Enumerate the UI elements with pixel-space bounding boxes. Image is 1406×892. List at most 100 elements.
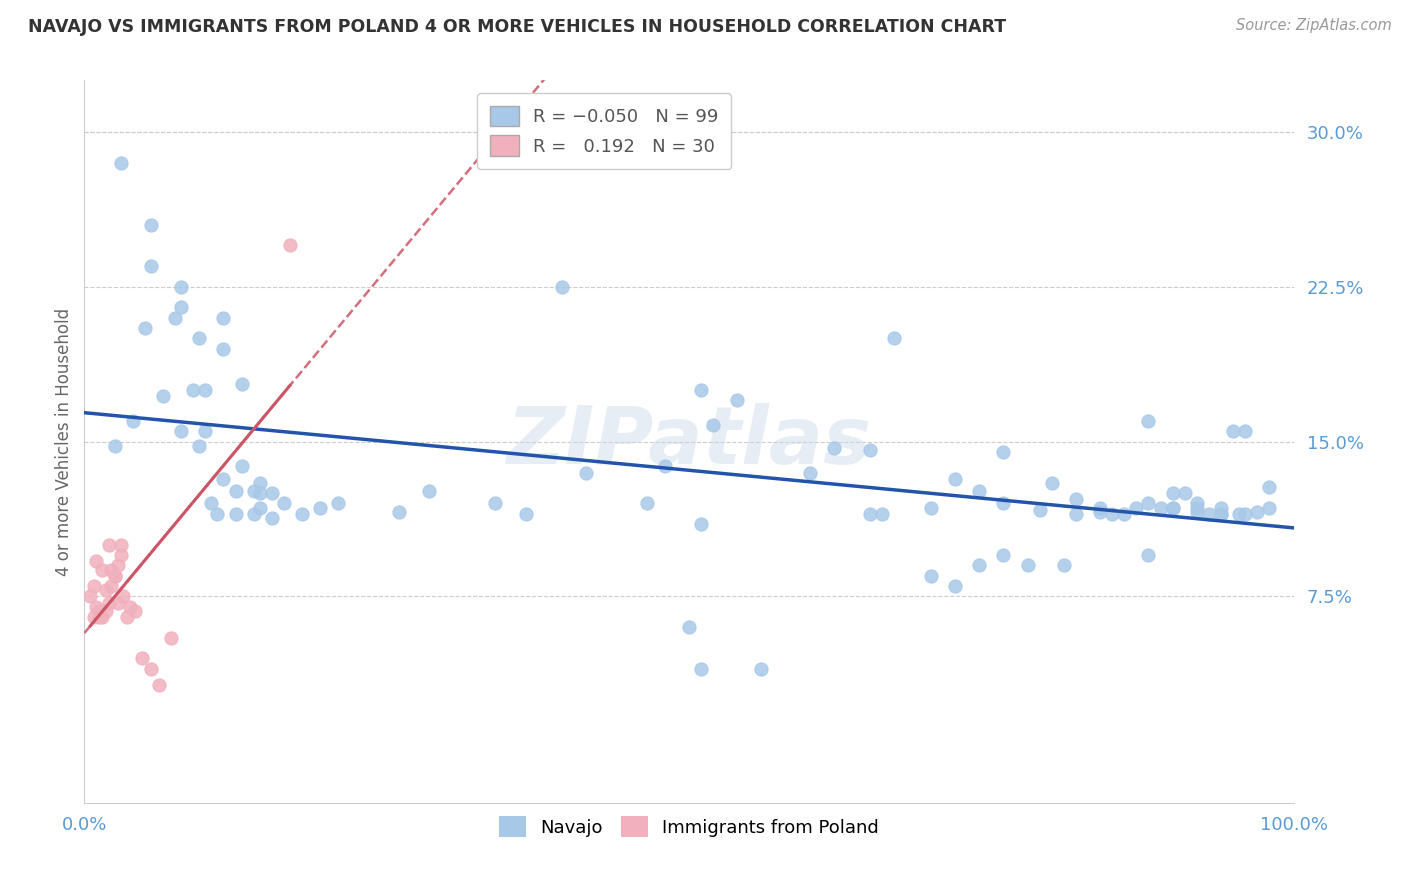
Point <box>79 590 101 604</box>
Point <box>1149 500 1171 515</box>
Point <box>120 599 142 614</box>
Point <box>104 439 127 453</box>
Point <box>194 383 217 397</box>
Point <box>249 500 271 515</box>
Point <box>690 662 713 676</box>
Point <box>1246 505 1268 519</box>
Point <box>231 459 253 474</box>
Point <box>1209 507 1232 521</box>
Point <box>231 376 253 391</box>
Point <box>920 500 942 515</box>
Point <box>418 484 440 499</box>
Point <box>859 442 882 457</box>
Point <box>104 568 127 582</box>
Point <box>1137 414 1160 428</box>
Point <box>678 620 700 634</box>
Point <box>165 310 187 325</box>
Point <box>883 331 905 345</box>
Point <box>139 259 162 273</box>
Point <box>278 238 301 252</box>
Point <box>242 507 264 521</box>
Point <box>91 562 114 576</box>
Point <box>225 484 247 499</box>
Point <box>943 472 966 486</box>
Point <box>249 486 271 500</box>
Point <box>194 424 217 438</box>
Point <box>993 496 1015 510</box>
Point <box>702 417 724 432</box>
Point <box>83 579 105 593</box>
Point <box>291 507 314 521</box>
Legend: Navajo, Immigrants from Poland: Navajo, Immigrants from Poland <box>492 809 886 845</box>
Point <box>152 389 174 403</box>
Point <box>87 604 110 618</box>
Point <box>328 496 350 510</box>
Point <box>86 554 108 568</box>
Point <box>139 662 162 676</box>
Point <box>131 651 153 665</box>
Point <box>1174 486 1197 500</box>
Point <box>110 548 132 562</box>
Point <box>967 484 990 499</box>
Point <box>242 484 264 499</box>
Point <box>170 279 193 293</box>
Point <box>1017 558 1039 573</box>
Point <box>107 558 129 573</box>
Point <box>1258 500 1281 515</box>
Point <box>112 590 135 604</box>
Point <box>654 459 676 474</box>
Point <box>725 393 748 408</box>
Point <box>872 507 894 521</box>
Point <box>575 466 598 480</box>
Text: NAVAJO VS IMMIGRANTS FROM POLAND 4 OR MORE VEHICLES IN HOUSEHOLD CORRELATION CHA: NAVAJO VS IMMIGRANTS FROM POLAND 4 OR MO… <box>28 18 1007 36</box>
Point <box>100 579 122 593</box>
Point <box>97 596 120 610</box>
Point <box>1064 492 1087 507</box>
Text: Source: ZipAtlas.com: Source: ZipAtlas.com <box>1236 18 1392 33</box>
Point <box>993 445 1015 459</box>
Point <box>1101 507 1123 521</box>
Point <box>920 568 942 582</box>
Point <box>139 218 162 232</box>
Point <box>104 568 127 582</box>
Point <box>94 604 117 618</box>
Point <box>1137 548 1160 562</box>
Point <box>188 439 211 453</box>
Point <box>83 610 105 624</box>
Point <box>1209 507 1232 521</box>
Point <box>110 156 132 170</box>
Point <box>1227 507 1250 521</box>
Point <box>823 441 845 455</box>
Point <box>1114 507 1136 521</box>
Point <box>484 496 506 510</box>
Point <box>121 414 143 428</box>
Point <box>309 500 332 515</box>
Point <box>1222 424 1244 438</box>
Point <box>188 331 211 345</box>
Point <box>100 562 122 576</box>
Point <box>1125 500 1147 515</box>
Text: ZIPatlas: ZIPatlas <box>506 402 872 481</box>
Point <box>1040 475 1063 490</box>
Point <box>1258 480 1281 494</box>
Point <box>751 662 773 676</box>
Point <box>212 342 235 356</box>
Point <box>170 301 193 315</box>
Point <box>1053 558 1076 573</box>
Point <box>1137 496 1160 510</box>
Point <box>1209 500 1232 515</box>
Point <box>967 558 990 573</box>
Point <box>1234 507 1257 521</box>
Point <box>690 383 713 397</box>
Point <box>91 610 114 624</box>
Point <box>200 496 222 510</box>
Point <box>799 466 821 480</box>
Point <box>1161 500 1184 515</box>
Point <box>1185 505 1208 519</box>
Point <box>1064 507 1087 521</box>
Point <box>225 507 247 521</box>
Point <box>212 472 235 486</box>
Point <box>124 604 146 618</box>
Point <box>87 610 110 624</box>
Point <box>181 383 204 397</box>
